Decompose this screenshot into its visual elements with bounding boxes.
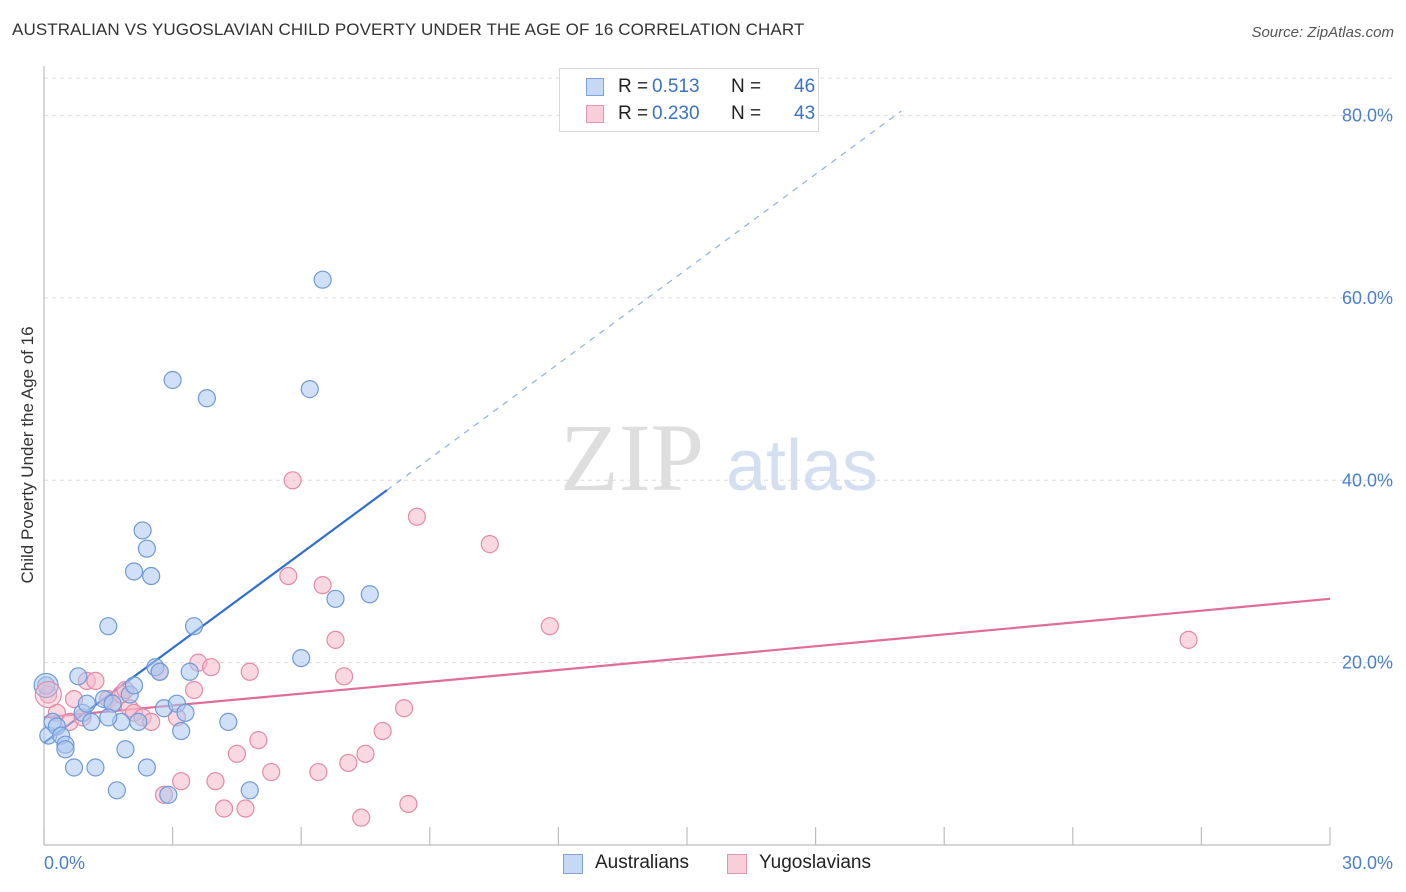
data-point-australians (124, 562, 144, 581)
legend-r-value: 0.230 (652, 103, 700, 124)
legend-n-value: 43 (794, 103, 816, 124)
data-point-yugoslavians (407, 507, 427, 526)
data-point-yugoslavians (279, 566, 298, 586)
data-point-yugoslavians (313, 576, 332, 595)
legend: R = 0.513 N = 46 R = 0.230 N = 43 (559, 68, 819, 132)
data-point-yugoslavians (34, 680, 62, 709)
data-point-yugoslavians (172, 772, 191, 791)
data-point-yugoslavians (480, 535, 499, 554)
data-point-australians (142, 566, 161, 586)
legend-r-value: 0.513 (652, 76, 700, 97)
trend-line-australians-extension (386, 110, 902, 491)
data-point-australians (184, 617, 204, 636)
data-point-yugoslavians (394, 699, 414, 718)
data-point-australians (326, 589, 345, 608)
tick-labels: 20.0% 40.0% 60.0% 80.0% 0.0% 30.0% (44, 106, 1393, 873)
data-point-australians (64, 758, 84, 777)
data-point-yugoslavians (326, 630, 345, 649)
data-point-yugoslavians (236, 799, 255, 818)
bottom-legend-swatch-yugoslavians (727, 854, 747, 874)
data-point-australians (129, 712, 148, 732)
data-point-australians (300, 380, 319, 399)
data-point-yugoslavians (1179, 630, 1198, 649)
data-point-australians (116, 740, 135, 759)
data-point-australians (180, 662, 199, 681)
axes (43, 66, 1331, 846)
legend-swatch-yugoslavians (586, 105, 604, 123)
data-point-australians (197, 389, 216, 408)
data-point-australians (176, 703, 195, 722)
data-point-australians (82, 712, 101, 732)
bottom-legend-swatch-australians (563, 854, 583, 874)
grid-lines (44, 77, 1393, 664)
data-point-australians (137, 758, 156, 777)
data-point-yugoslavians (86, 671, 105, 690)
x-tick-label: 30.0% (1342, 853, 1393, 873)
data-point-yugoslavians (352, 808, 371, 827)
trend-line-yugoslavians (43, 597, 1331, 719)
data-point-australians (99, 617, 118, 636)
data-point-australians (77, 694, 96, 713)
data-point-yugoslavians (283, 471, 302, 490)
data-point-australians (219, 712, 238, 732)
legend-n-label: N = (731, 76, 762, 97)
data-point-yugoslavians (399, 794, 418, 814)
data-point-australians (150, 662, 169, 681)
data-point-yugoslavians (249, 731, 268, 750)
data-points (33, 270, 1198, 827)
legend-n-label: N = (731, 103, 762, 124)
data-point-yugoslavians (202, 658, 221, 677)
data-point-australians (163, 370, 182, 390)
data-point-yugoslavians (373, 721, 392, 741)
data-point-yugoslavians (262, 762, 281, 782)
data-point-australians (292, 648, 311, 668)
data-point-australians (69, 667, 88, 686)
bottom-legend-label: Yugoslavians (759, 852, 871, 873)
data-point-australians (159, 785, 178, 804)
source-label: Source: ZipAtlas.com (1251, 24, 1394, 41)
data-point-australians (107, 781, 126, 800)
y-tick-label: 80.0% (1342, 106, 1393, 126)
legend-r-label: R = (618, 103, 649, 124)
data-point-australians (124, 676, 144, 695)
data-point-yugoslavians (540, 617, 559, 636)
data-point-yugoslavians (334, 667, 354, 686)
x-tick-label: 0.0% (44, 853, 85, 873)
y-tick-label: 60.0% (1342, 288, 1393, 308)
data-point-yugoslavians (339, 753, 358, 773)
data-point-australians (86, 758, 105, 777)
legend-swatch-australians (586, 78, 604, 96)
watermark-atlas: atlas (726, 426, 878, 506)
data-point-yugoslavians (227, 744, 246, 763)
bottom-legend-label: Australians (595, 852, 689, 873)
y-tick-label: 40.0% (1342, 470, 1393, 490)
data-point-yugoslavians (214, 799, 234, 818)
data-point-australians (360, 585, 379, 604)
legend-n-value: 46 (794, 76, 816, 97)
data-point-yugoslavians (356, 744, 375, 763)
data-point-yugoslavians (309, 762, 328, 782)
data-point-yugoslavians (240, 662, 259, 681)
watermark: ZIP atlas (560, 404, 878, 511)
data-point-yugoslavians (206, 772, 225, 791)
data-point-australians (313, 270, 332, 289)
data-point-australians (240, 781, 259, 800)
data-point-australians (56, 740, 75, 759)
y-tick-label: 20.0% (1342, 653, 1393, 673)
data-point-yugoslavians (184, 680, 204, 700)
data-point-australians (137, 539, 156, 558)
data-point-australians (172, 721, 191, 741)
data-point-australians (99, 708, 118, 727)
legend-r-label: R = (618, 76, 649, 97)
chart-title: AUSTRALIAN VS YUGOSLAVIAN CHILD POVERTY … (12, 20, 805, 39)
data-point-australians (133, 521, 152, 540)
watermark-zip: ZIP (560, 404, 704, 511)
